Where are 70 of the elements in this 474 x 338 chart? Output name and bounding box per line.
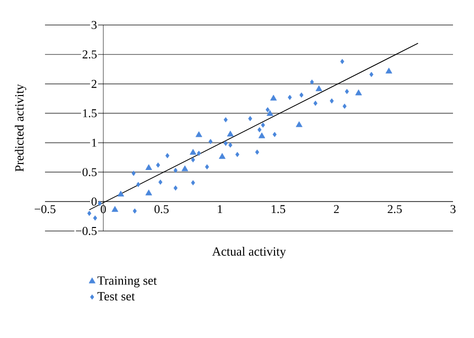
y-tick-label: 1.5 — [83, 109, 97, 118]
point — [296, 121, 302, 128]
point — [369, 72, 374, 78]
point — [112, 206, 118, 212]
x-tick-label: 1 — [218, 205, 222, 214]
point — [266, 110, 274, 116]
point — [132, 170, 136, 176]
y-tick-label: 0 — [92, 198, 97, 206]
point — [248, 116, 252, 122]
x-tick-label: 2.5 — [388, 205, 402, 214]
point — [98, 200, 102, 206]
point — [355, 89, 362, 96]
x-tick-label: 0.5 — [154, 205, 169, 214]
legend-label: Training set — [97, 276, 157, 288]
point — [310, 79, 314, 85]
point — [313, 100, 318, 106]
y-tick-label: 2 — [92, 80, 96, 88]
x-tick-label: −0.5 — [34, 205, 56, 214]
point — [117, 190, 124, 197]
point — [182, 165, 188, 172]
point — [191, 157, 196, 162]
point — [342, 104, 347, 109]
point — [145, 164, 152, 170]
y-tick-label: −0.5 — [76, 226, 97, 236]
y-axis-title: Predicted activity — [14, 84, 26, 172]
x-tick-label: 1.5 — [272, 205, 286, 214]
x-tick-label: 3 — [450, 205, 456, 214]
point — [344, 88, 349, 94]
legend-label: Test set — [97, 292, 135, 300]
point — [87, 210, 92, 216]
x-axis-title: Actual activity — [212, 246, 286, 258]
point — [174, 168, 178, 173]
y-tick-label: 2.5 — [82, 50, 97, 58]
point — [340, 58, 344, 64]
point — [272, 132, 277, 138]
point — [316, 85, 322, 92]
point — [190, 148, 196, 155]
point — [235, 152, 240, 158]
point — [255, 150, 260, 155]
point — [205, 164, 210, 170]
point — [270, 94, 277, 101]
point — [145, 190, 152, 196]
point — [299, 92, 304, 98]
x-tick-label: 2 — [334, 205, 339, 214]
point — [258, 132, 266, 138]
point — [330, 98, 334, 104]
point — [165, 153, 170, 158]
point — [257, 127, 262, 132]
point — [288, 94, 292, 100]
point — [136, 182, 140, 188]
y-tick-label: 0.5 — [82, 168, 97, 176]
point — [224, 140, 228, 146]
point — [191, 180, 196, 186]
point — [174, 185, 178, 191]
point — [156, 162, 160, 168]
y-tick-label: 3 — [92, 20, 97, 30]
point — [218, 153, 226, 159]
point — [224, 117, 228, 122]
point — [208, 138, 213, 144]
point — [266, 107, 270, 112]
point — [228, 142, 232, 148]
point — [386, 68, 392, 74]
point — [196, 150, 201, 156]
point — [132, 208, 137, 214]
point — [158, 180, 162, 185]
point — [227, 130, 234, 136]
point — [260, 122, 265, 128]
point — [93, 215, 98, 221]
point — [196, 131, 202, 138]
y-tick-label: 1 — [92, 138, 96, 147]
